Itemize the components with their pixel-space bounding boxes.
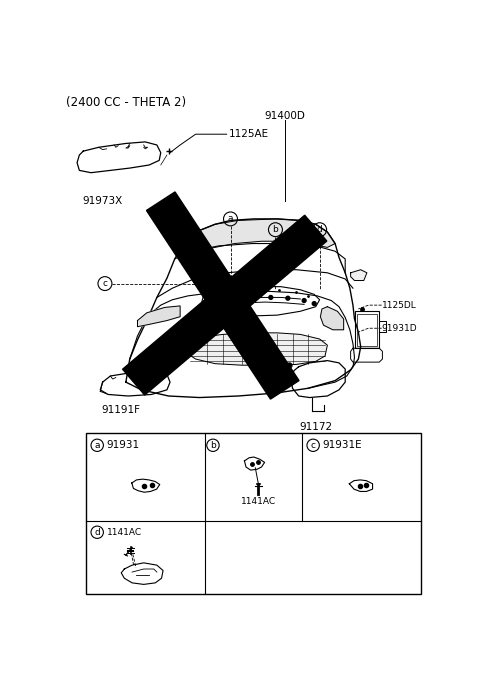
Text: (2400 CC - THETA 2): (2400 CC - THETA 2) [66, 95, 186, 108]
Text: 91191F: 91191F [101, 405, 140, 415]
Text: 1125AE: 1125AE [229, 129, 269, 139]
Text: a: a [228, 214, 233, 224]
Text: b: b [210, 441, 216, 450]
Text: d: d [95, 528, 100, 537]
Text: 91172: 91172 [299, 422, 332, 432]
Circle shape [221, 298, 225, 301]
Text: b: b [273, 225, 278, 234]
Circle shape [252, 295, 256, 299]
Text: d: d [317, 225, 323, 234]
Text: 91931: 91931 [107, 441, 140, 450]
Text: 1141AC: 1141AC [107, 528, 142, 537]
Circle shape [286, 296, 290, 300]
Text: c: c [102, 279, 108, 288]
Text: 91400D: 91400D [264, 111, 305, 121]
Circle shape [269, 295, 273, 299]
Text: 91973X: 91973X [83, 196, 123, 206]
Bar [357, 314, 377, 346]
Circle shape [302, 299, 306, 302]
Bar [86, 433, 421, 594]
Polygon shape [122, 216, 327, 395]
Text: 13396: 13396 [262, 376, 295, 386]
Polygon shape [350, 269, 367, 280]
Text: 1125DL: 1125DL [382, 301, 416, 310]
Text: 91931E: 91931E [323, 441, 362, 450]
Text: 1141AC: 1141AC [241, 497, 276, 506]
Circle shape [312, 301, 316, 306]
Text: 91931D: 91931D [382, 324, 417, 333]
Circle shape [209, 299, 213, 303]
Polygon shape [146, 192, 299, 399]
Circle shape [235, 296, 239, 300]
Bar [355, 311, 379, 349]
Polygon shape [321, 307, 344, 330]
Polygon shape [137, 306, 180, 327]
Text: c: c [311, 441, 316, 450]
Polygon shape [184, 219, 335, 251]
Polygon shape [186, 333, 327, 365]
Text: a: a [95, 441, 100, 450]
